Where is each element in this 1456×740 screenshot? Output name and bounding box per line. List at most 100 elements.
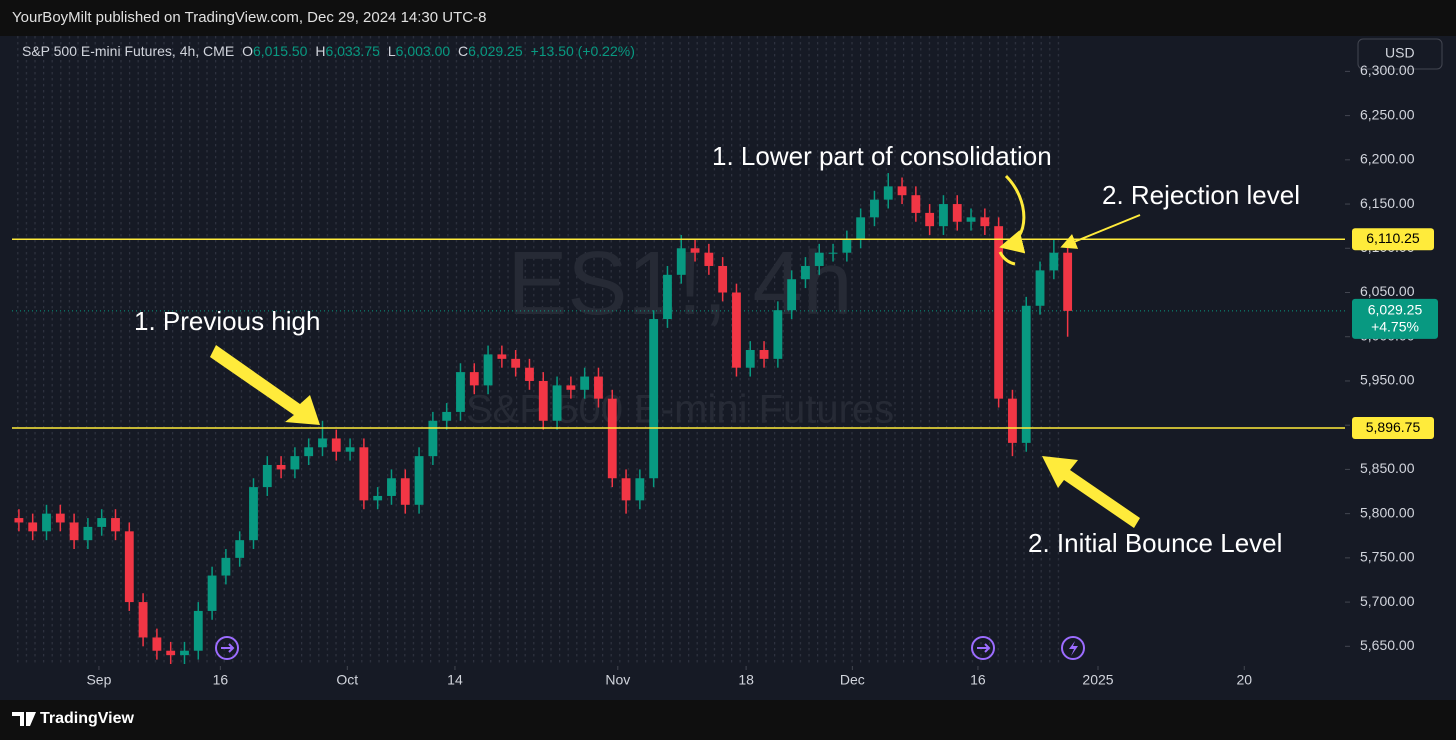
- candle-body: [166, 650, 176, 656]
- candle-body: [262, 464, 272, 488]
- candle-body: [318, 438, 327, 448]
- event-glyph: [221, 643, 235, 653]
- arrows: [210, 174, 1141, 528]
- candle-body: [842, 239, 852, 253]
- candle-body: [14, 518, 24, 523]
- candle-body: [814, 252, 824, 266]
- candle-body: [1049, 252, 1059, 271]
- last-price-change: +4.75%: [1371, 319, 1419, 335]
- currency: USD: [1385, 45, 1415, 61]
- candle-body: [732, 292, 741, 368]
- published-line: YourBoyMilt published on TradingView.com…: [12, 9, 486, 26]
- x-tick-label: 18: [738, 672, 754, 688]
- last-price-tag: [1352, 298, 1438, 339]
- candle-body: [787, 279, 797, 311]
- ohlc-value: 6,003.00: [396, 43, 451, 59]
- x-tick-label: Sep: [86, 672, 111, 688]
- header: S&P 500 E-mini Futures, 4h, CME O6,015.5…: [22, 43, 635, 59]
- candle-body: [759, 350, 769, 359]
- candle-body: [180, 650, 189, 656]
- flash-icon: [1069, 641, 1078, 656]
- candle-body: [856, 217, 866, 240]
- candle-body: [1063, 252, 1073, 311]
- event-icon[interactable]: [215, 636, 239, 660]
- candle-body: [497, 354, 507, 359]
- candle-body: [828, 252, 838, 254]
- big-arrow: [210, 345, 320, 425]
- candle-body: [897, 186, 907, 196]
- annotation: 1. Lower part of consolidation: [712, 141, 1052, 171]
- x-tick-label: 14: [447, 672, 463, 688]
- footer-brand: TradingView: [40, 710, 135, 727]
- y-tick-label: 6,050.00: [1360, 283, 1415, 299]
- candle-body: [414, 456, 424, 505]
- candle-body: [580, 376, 590, 390]
- x-tick-label: 16: [970, 672, 986, 688]
- y-tick-label: 6,250.00: [1360, 106, 1415, 122]
- big-arrow: [1042, 456, 1140, 528]
- candle-body: [400, 478, 410, 505]
- y-tick-label: 5,700.00: [1360, 593, 1415, 609]
- currency-button[interactable]: [1357, 38, 1443, 70]
- x-tick-label: 20: [1236, 672, 1252, 688]
- y-tick-label: 5,650.00: [1360, 637, 1415, 653]
- candle-body: [249, 487, 258, 541]
- candle-body: [925, 212, 935, 227]
- candle-body: [952, 204, 962, 222]
- candle-body: [469, 372, 479, 386]
- x-tick-label: Dec: [840, 672, 865, 688]
- candle-body: [676, 248, 686, 275]
- dotted-region: [12, 36, 1063, 664]
- level-label: 6,110.25: [1366, 230, 1420, 246]
- candle-body: [83, 526, 93, 541]
- annotation: 2. Initial Bounce Level: [1028, 528, 1282, 558]
- candle-body: [801, 265, 810, 280]
- candle-body: [290, 456, 300, 470]
- plot: 5,650.00 5,700.00 5,750.00 5,800.00 5,850.00…: [12, 62, 1438, 688]
- candle-body: [980, 217, 990, 227]
- ohlc-value: 6,015.50: [253, 43, 308, 59]
- candle-body: [1035, 270, 1045, 306]
- candle-body: [387, 478, 396, 496]
- candle-body: [1008, 398, 1017, 443]
- y-tick-label: 5,950.00: [1360, 372, 1415, 388]
- candle-body: [28, 522, 38, 532]
- y-tick-label: 6,300.00: [1360, 62, 1415, 78]
- candle-body: [221, 557, 231, 576]
- candle-body: [304, 447, 314, 457]
- candle-body: [525, 367, 534, 381]
- ohlc-key: C: [458, 43, 468, 59]
- candle-body: [511, 358, 521, 368]
- event-glyph: [977, 643, 991, 653]
- candle-body: [373, 495, 383, 501]
- ohlc-key: O: [242, 43, 253, 59]
- candle-body: [966, 217, 976, 222]
- x-tick-label: Nov: [605, 672, 630, 688]
- ohlc-key: H: [315, 43, 325, 59]
- event-icon[interactable]: [1061, 636, 1085, 660]
- symbol: S&P 500 E-mini Futures, 4h, CME: [22, 43, 234, 59]
- candle-body: [235, 540, 245, 558]
- candle-body: [773, 310, 783, 359]
- candle-body: [331, 438, 341, 452]
- candle-body: [97, 518, 107, 527]
- candle-body: [42, 513, 51, 532]
- candle-body: [193, 610, 203, 651]
- candle-body: [718, 265, 728, 293]
- annotation: 2. Rejection level: [1102, 180, 1300, 210]
- change: +13.50 (+0.22%): [531, 43, 635, 59]
- event-icon[interactable]: [971, 636, 995, 660]
- y-tick-label: 5,750.00: [1360, 549, 1415, 565]
- candle-body: [538, 380, 548, 421]
- candle-body: [456, 372, 465, 412]
- ohlc-key: L: [388, 43, 396, 59]
- x-tick-label: Oct: [336, 672, 358, 688]
- annotation: 1. Previous high: [134, 306, 320, 336]
- y-tick-label: 6,200.00: [1360, 151, 1415, 167]
- candle-body: [124, 531, 134, 603]
- candle-body: [939, 204, 948, 227]
- candle-body: [276, 464, 286, 470]
- y-tick-label: 5,800.00: [1360, 504, 1415, 520]
- watermark-sub: S&P 500 E-mini Futures: [466, 388, 894, 432]
